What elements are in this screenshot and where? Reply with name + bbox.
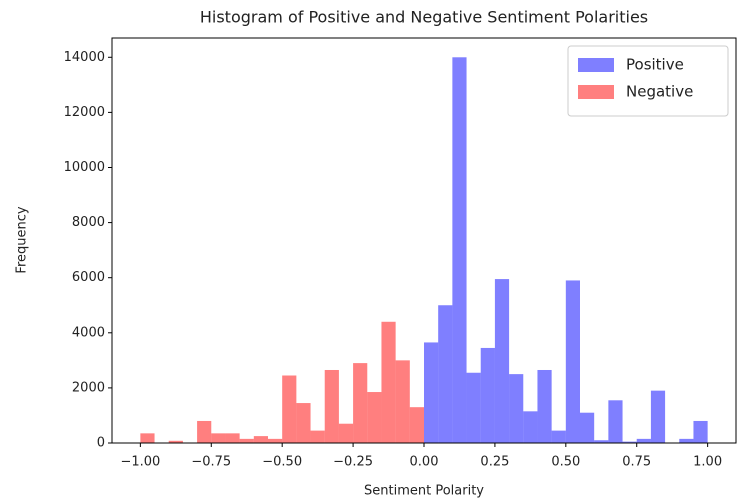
bar [338,423,354,443]
bar [282,375,297,443]
bar [636,438,651,443]
bar [296,403,311,443]
y-tick-label: 12000 [64,105,105,120]
bar [565,280,580,443]
y-tick-label: 8000 [72,215,105,230]
bar [438,305,453,443]
bar [608,400,623,443]
x-tick-label: −1.00 [120,455,160,470]
bar [551,430,566,443]
bar [324,369,339,443]
bar [424,342,439,443]
bar [253,436,268,443]
bar [523,411,538,443]
x-tick-label: −0.25 [333,455,373,470]
bar [409,407,424,443]
x-tick-label: 0.25 [480,455,509,470]
bar [197,420,212,443]
y-tick-label: 14000 [64,50,105,65]
bar [480,347,495,443]
bar [268,438,283,443]
bar [494,279,510,443]
x-tick-label: 0.75 [622,455,651,470]
x-tick-label: 0.00 [410,455,439,470]
chart-title: Histogram of Positive and Negative Senti… [200,8,648,27]
bar [168,440,183,443]
legend-swatch [578,58,614,72]
x-tick-label: 0.50 [551,455,580,470]
bar [395,360,410,443]
bar [679,438,694,443]
bar [452,57,467,444]
bar [650,390,666,443]
y-tick-label: 6000 [72,270,105,285]
legend-label: Positive [626,56,684,74]
bar [580,412,595,443]
bar [594,440,609,443]
y-tick-label: 4000 [72,325,105,340]
y-tick-label: 0 [97,436,105,451]
y-tick-label: 2000 [72,380,105,395]
bar [211,433,226,443]
bar [622,441,637,443]
legend-swatch [578,85,614,99]
bar [509,374,524,443]
bar [693,420,708,443]
bar [466,372,481,443]
bar [353,363,368,443]
x-tick-label: −0.75 [191,455,231,470]
x-tick-label: 1.00 [693,455,722,470]
bar [381,321,396,443]
y-tick-label: 10000 [64,160,105,175]
bar [537,369,552,443]
y-axis-label: Frequency [15,206,30,273]
bar [225,433,240,443]
bar [310,430,325,443]
bar [140,433,155,443]
x-tick-label: −0.50 [262,455,302,470]
legend-label: Negative [626,83,693,101]
bar [367,392,382,443]
x-axis-label: Sentiment Polarity [364,484,484,499]
bar [239,438,254,443]
